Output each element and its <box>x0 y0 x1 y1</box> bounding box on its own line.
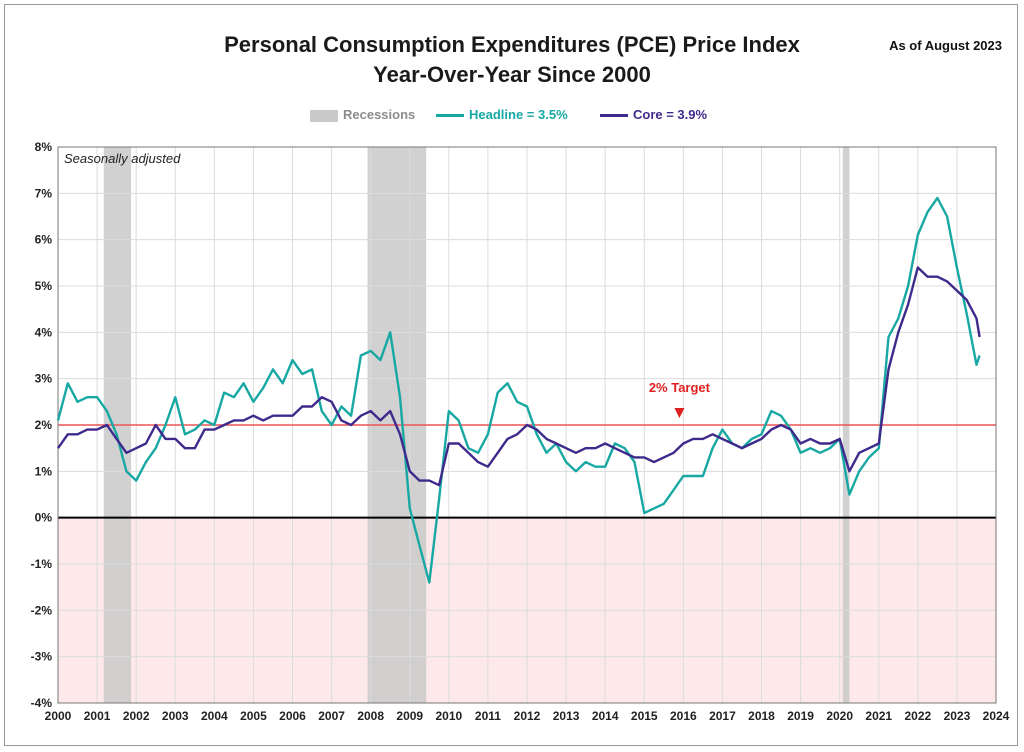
x-tick-label: 2021 <box>865 709 892 723</box>
y-tick-label: -4% <box>31 696 53 710</box>
title-line-1: Personal Consumption Expenditures (PCE) … <box>224 32 800 57</box>
legend-core: Core = 3.9% <box>600 106 707 124</box>
as-of-date: As of August 2023 <box>889 38 1002 53</box>
target-arrow-icon <box>674 408 685 418</box>
x-tick-label: 2007 <box>318 709 345 723</box>
legend-headline-label: Headline = 3.5% <box>469 107 568 122</box>
y-tick-label: -1% <box>31 557 53 571</box>
x-tick-label: 2011 <box>475 709 501 723</box>
core-swatch <box>600 114 628 118</box>
y-tick-label: 2% <box>35 418 53 432</box>
x-tick-label: 2000 <box>45 709 72 723</box>
series-line-0 <box>56 196 981 584</box>
x-tick-label: 2006 <box>279 709 306 723</box>
x-tick-label: 2017 <box>709 709 736 723</box>
legend: Recessions Headline = 3.5% Core = 3.9% <box>0 106 1024 126</box>
y-tick-label: 4% <box>35 325 53 339</box>
title-line-2: Year-Over-Year Since 2000 <box>373 62 651 87</box>
recession-swatch <box>310 109 338 122</box>
x-tick-label: 2019 <box>787 709 814 723</box>
plot-border <box>57 146 997 704</box>
y-tick-label: 6% <box>35 233 53 247</box>
seasonally-adjusted-note: Seasonally adjusted <box>64 151 181 166</box>
x-tick-label: 2016 <box>670 709 697 723</box>
x-tick-label: 2024 <box>983 709 1010 723</box>
target-label: 2% Target <box>649 380 711 395</box>
x-tick-label: 2005 <box>240 709 267 723</box>
x-tick-label: 2003 <box>162 709 189 723</box>
x-tick-label: 2009 <box>396 709 423 723</box>
headline-swatch <box>436 114 464 118</box>
chart-title: Personal Consumption Expenditures (PCE) … <box>0 30 1024 90</box>
x-tick-label: 2022 <box>904 709 931 723</box>
x-tick-label: 2004 <box>201 709 228 723</box>
x-tick-label: 2002 <box>123 709 150 723</box>
x-tick-label: 2015 <box>631 709 658 723</box>
series-line-1 <box>57 266 981 487</box>
y-tick-label: -3% <box>31 650 53 664</box>
y-tick-label: 1% <box>35 464 53 478</box>
y-tick-label: 8% <box>35 140 53 154</box>
legend-recessions-label: Recessions <box>343 107 416 122</box>
x-tick-label: 2001 <box>84 709 111 723</box>
y-tick-label: 0% <box>35 511 53 525</box>
y-tick-label: -2% <box>31 603 53 617</box>
x-tick-label: 2013 <box>553 709 580 723</box>
legend-headline: Headline = 3.5% <box>436 106 568 124</box>
x-tick-label: 2012 <box>514 709 541 723</box>
y-tick-label: 5% <box>35 279 53 293</box>
legend-core-label: Core = 3.9% <box>633 107 708 122</box>
x-tick-label: 2010 <box>435 709 462 723</box>
y-tick-label: 3% <box>35 372 53 386</box>
x-tick-label: 2014 <box>592 709 619 723</box>
x-tick-label: 2008 <box>357 709 384 723</box>
y-tick-label: 7% <box>35 186 53 200</box>
x-tick-label: 2020 <box>826 709 853 723</box>
x-tick-label: 2023 <box>944 709 971 723</box>
x-tick-label: 2018 <box>748 709 775 723</box>
legend-recessions: Recessions <box>310 106 415 124</box>
